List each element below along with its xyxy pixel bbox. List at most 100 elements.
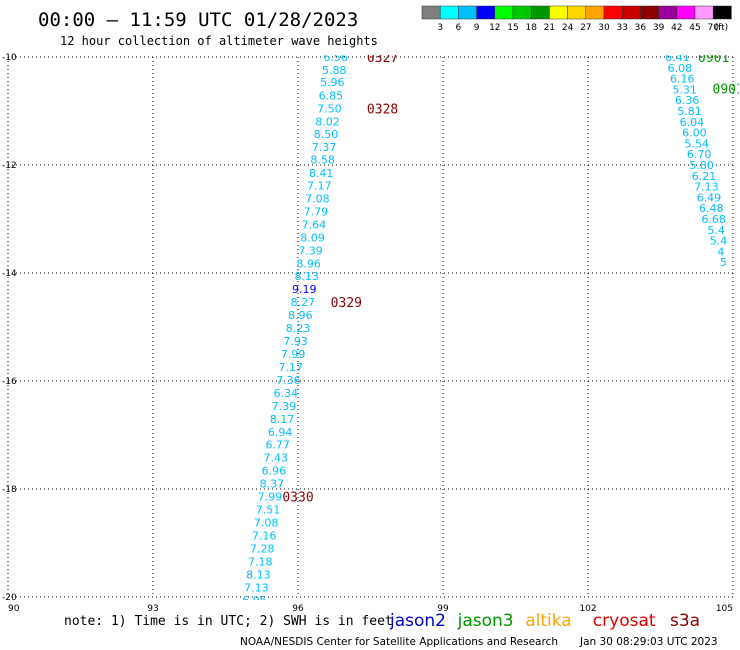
wave-height-label: 8.96 — [288, 309, 313, 322]
time-label: 0901 — [713, 82, 740, 97]
satellite-legend-item: jason2 — [389, 611, 446, 631]
wave-height-label: 7.43 — [264, 452, 289, 465]
chart-subtitle: 12 hour collection of altimeter wave hei… — [60, 34, 378, 48]
time-label: 0329 — [331, 296, 362, 311]
x-tick-label: 93 — [147, 604, 158, 614]
wave-height-label: 7.79 — [304, 205, 329, 218]
colorbar-legend: 3 6 9 12 15 18 21 24 27 30 33 36 39 42 45 70(ft) — [421, 5, 732, 33]
wave-height-label: 5.88 — [322, 64, 347, 77]
y-tick-label: -12 — [2, 161, 17, 171]
chart-title: 00:00 – 11:59 UTC 01/28/2023 — [38, 9, 358, 31]
wave-height-label: 7.13 — [244, 581, 269, 594]
x-tick-label: 105 — [716, 604, 733, 614]
colorbar-swatch — [439, 5, 459, 20]
wave-height-label: 7.99 — [281, 348, 306, 361]
x-tick-label: 102 — [579, 604, 596, 614]
wave-height-label: 6.41 — [665, 51, 690, 64]
x-tick-label: 99 — [437, 604, 449, 614]
wave-height-label: 6.21 — [692, 170, 717, 183]
wave-height-label: 9.19 — [292, 283, 317, 296]
x-tick-label: 90 — [8, 604, 20, 614]
wave-height-label: 7.39 — [272, 400, 297, 413]
wave-height-label: 7.37 — [312, 141, 337, 154]
colorbar-swatch — [476, 5, 496, 20]
y-tick-label: -18 — [2, 485, 17, 495]
wave-height-label: 7.08 — [254, 516, 279, 529]
y-tick-label: -20 — [2, 593, 17, 603]
wave-height-label: 5.4 — [707, 224, 725, 237]
wave-height-label: 7.36 — [276, 374, 301, 387]
colorbar-tick-label: 36 — [635, 23, 647, 33]
wave-height-label: 8.27 — [291, 296, 316, 309]
time-label: 0330 — [282, 491, 313, 506]
wave-height-label: 7.50 — [317, 102, 342, 115]
wave-height-label: 6.95 — [242, 594, 267, 607]
wave-height-label: 6.08 — [668, 62, 693, 75]
wave-height-label: 8.37 — [260, 478, 285, 491]
satellite-legend-item: jason3 — [457, 611, 514, 631]
colorbar-tick-label: 70 — [707, 23, 719, 33]
wave-height-label: 8.58 — [310, 154, 335, 167]
wave-height-label: 6.56 — [323, 51, 348, 64]
colorbar-swatch — [640, 5, 659, 20]
satellite-legend-item: s3a — [670, 611, 700, 631]
wave-height-label: 7.17 — [279, 361, 304, 374]
wave-height-label: 7.17 — [307, 180, 332, 193]
colorbar-tick-label: 21 — [544, 23, 555, 33]
colorbar-tick-label: 33 — [616, 23, 627, 33]
colorbar-tick-label: 3 — [437, 23, 443, 33]
colorbar-tick-label: 9 — [474, 23, 480, 33]
wave-height-label: 8.13 — [294, 270, 319, 283]
footer-note: note: 1) Time is in UTC; 2) SWH is in fe… — [64, 614, 393, 629]
colorbar-swatch — [676, 5, 696, 20]
wave-height-label: 7.08 — [305, 192, 330, 205]
wave-height-label: 8.50 — [314, 128, 339, 141]
colorbar-tick-label: 39 — [653, 23, 665, 33]
wave-height-label: 6.00 — [682, 127, 707, 140]
wave-height-label: 7.39 — [298, 244, 323, 257]
colorbar-tick-label: 12 — [489, 23, 500, 33]
x-axis-ticks: 90 93 96 99 102 105 — [8, 604, 733, 614]
wave-height-label: 5.96 — [320, 76, 345, 89]
colorbar-tick-label: 30 — [598, 23, 610, 33]
data-marks: 6.565.885.966.857.508.028.507.378.588.41… — [242, 51, 740, 607]
wave-height-label: 6.49 — [697, 191, 722, 204]
satellite-legend-item: altika — [525, 611, 572, 631]
colorbar-tick-label: 45 — [689, 23, 700, 33]
colorbar-tick-label: 15 — [507, 23, 518, 33]
colorbar-swatch — [712, 5, 732, 20]
wave-height-label: 7.28 — [250, 542, 275, 555]
wave-height-label: 6.94 — [268, 426, 293, 439]
wave-height-label: 5.81 — [677, 105, 702, 118]
wave-height-label: 7.13 — [694, 181, 719, 194]
wave-height-label: 6.04 — [680, 116, 705, 129]
wave-height-label: 6.34 — [274, 387, 299, 400]
wave-height-label: 5.54 — [685, 137, 710, 150]
time-label: 0901 — [698, 51, 729, 66]
time-label: 0328 — [367, 102, 398, 117]
wave-height-label: 6.77 — [265, 439, 290, 452]
wave-height-label: 6.70 — [687, 148, 712, 161]
footer-timestamp: Jan 30 08:29:03 UTC 2023 — [579, 636, 718, 648]
colorbar-swatch — [458, 5, 477, 20]
y-tick-label: -10 — [2, 53, 17, 63]
wave-height-label: 6.96 — [262, 465, 287, 478]
wave-height-label: 8.09 — [300, 231, 325, 244]
wave-height-label: 6.36 — [675, 94, 700, 107]
colorbar-tick-label: 24 — [562, 23, 574, 33]
x-tick-label: 96 — [292, 604, 304, 614]
wave-height-label: 7.18 — [248, 555, 273, 568]
colorbar-swatch — [549, 5, 568, 20]
colorbar-swatch — [585, 5, 605, 20]
wave-height-label: 7.16 — [252, 529, 277, 542]
y-tick-label: -14 — [2, 269, 17, 279]
wave-height-label: 8.41 — [309, 167, 334, 180]
colorbar-swatch — [567, 5, 587, 20]
wave-height-label: 8.17 — [270, 413, 295, 426]
colorbar-swatch — [603, 5, 623, 20]
colorbar-tick-label: 6 — [456, 23, 462, 33]
footer-credit: NOAA/NESDIS Center for Satellite Applica… — [240, 636, 558, 648]
satellite-legend-item: cryosat — [593, 611, 656, 631]
wave-height-label: 8.23 — [286, 322, 311, 335]
colorbar-unit: (ft) — [715, 23, 729, 33]
